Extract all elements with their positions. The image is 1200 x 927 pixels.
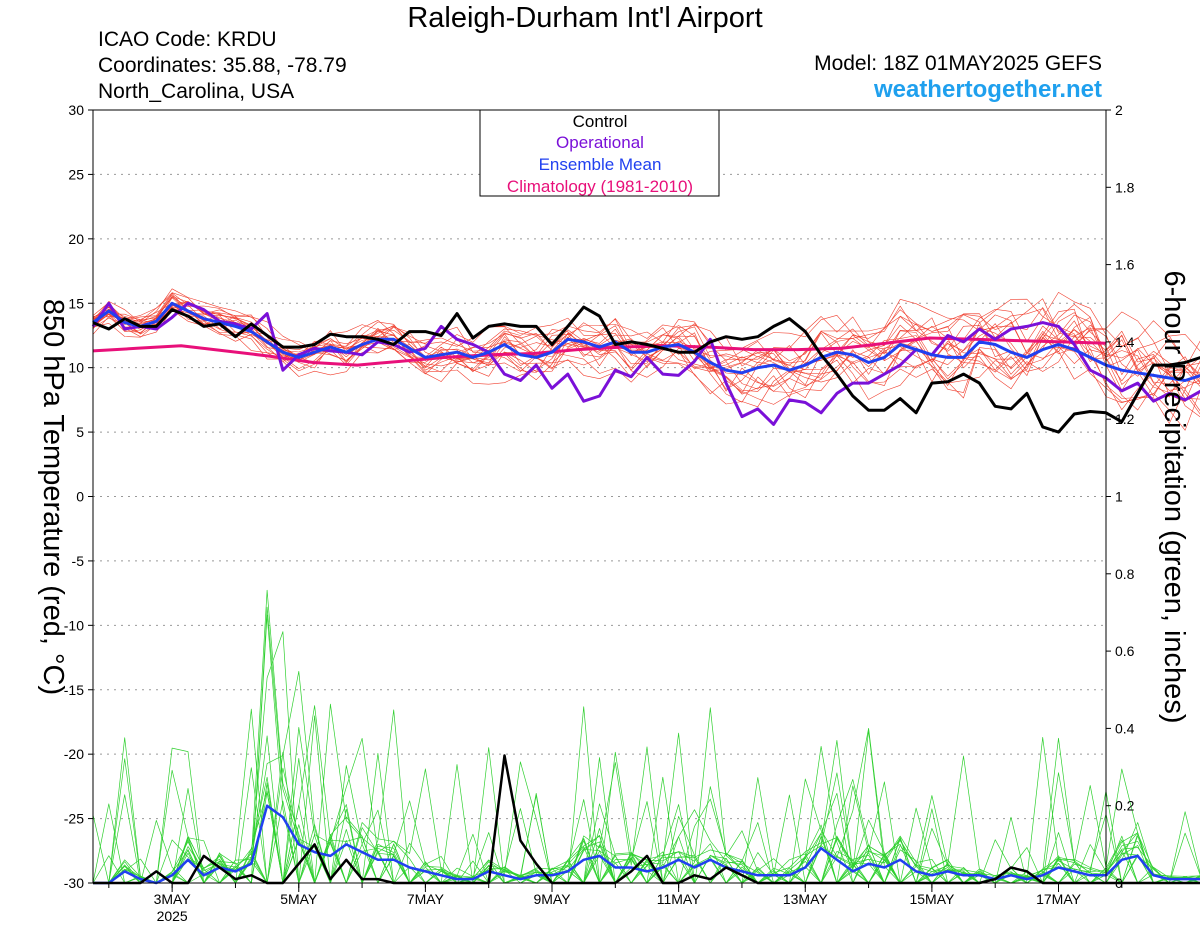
y2-tick-label: 1.8	[1115, 179, 1135, 195]
temp-member-line	[92, 298, 1200, 400]
precip-member-line	[93, 715, 1200, 884]
y-axis-label: 850 hPa Temperature (red, °C)	[37, 299, 69, 695]
precip-member-line	[92, 727, 1200, 884]
precip-ensemble-mean-line	[93, 804, 1200, 885]
temp-operational-line	[91, 301, 1200, 426]
y2-tick-label: 1.4	[1115, 334, 1135, 350]
y2-tick-label: 0.2	[1115, 798, 1135, 814]
y-tick-label: 10	[68, 360, 84, 376]
y2-tick-label: 1.6	[1115, 257, 1135, 273]
region: North_Carolina, USA	[98, 80, 295, 103]
precip-member-line	[93, 606, 1200, 884]
y-tick-label: 0	[76, 489, 84, 505]
x-tick-label: 17MAY	[1036, 891, 1082, 907]
axes: 302520151050-5-10-15-20-25-3021.81.61.41…	[64, 102, 1135, 924]
y2-tick-label: 1.2	[1115, 411, 1135, 427]
legend-operational: Operational	[556, 133, 644, 152]
y-tick-label: -30	[64, 875, 84, 891]
y2-axis-label: 6-hour Precipitation (green, inches)	[1158, 271, 1190, 724]
brand-link[interactable]: weathertogether.net	[873, 76, 1102, 103]
climatology-line	[92, 336, 1107, 367]
legend-climatology: Climatology (1981-2010)	[507, 177, 693, 196]
grid-lines	[93, 173, 1106, 820]
temp-member-line	[92, 288, 1200, 390]
temp-member-line	[92, 292, 1200, 400]
x-tick-label: 5MAY	[280, 891, 318, 907]
x-tick-label: 13MAY	[783, 891, 829, 907]
y-tick-label: -10	[64, 617, 84, 633]
precip-member-line	[93, 670, 1200, 884]
icao-code: ICAO Code: KRDU	[98, 28, 277, 51]
y-tick-label: 20	[68, 231, 84, 247]
x-tick-label: 9MAY	[533, 891, 571, 907]
y-tick-label: 25	[68, 166, 84, 182]
y-tick-label: 5	[76, 424, 84, 440]
temp-control-line	[92, 305, 1200, 434]
y2-tick-label: 0.4	[1115, 720, 1135, 736]
y-tick-label: -15	[64, 682, 84, 698]
x-tick-label: 11MAY	[657, 891, 701, 907]
legend-ensemble-mean: Ensemble Mean	[539, 155, 662, 174]
model-run: Model: 18Z 01MAY2025 GEFS	[814, 52, 1102, 75]
y2-tick-label: 2	[1115, 102, 1123, 118]
legend: Control Operational Ensemble Mean Climat…	[479, 109, 720, 197]
y2-tick-label: 0	[1115, 875, 1123, 891]
x-year-label: 2025	[157, 908, 188, 924]
legend-control: Control	[573, 112, 628, 131]
y-tick-label: 15	[68, 295, 84, 311]
coordinates: Coordinates: 35.88, -78.79	[98, 54, 347, 77]
x-tick-label: 7MAY	[407, 891, 445, 907]
y-tick-label: -5	[72, 553, 85, 569]
legend-box	[479, 109, 720, 197]
temp-ensemble-mean-line	[92, 301, 1200, 382]
y2-tick-label: 0.8	[1115, 566, 1135, 582]
y-tick-label: -20	[64, 746, 84, 762]
y-tick-label: 30	[68, 102, 84, 118]
page-title: Raleigh-Durham Int'l Airport	[407, 2, 763, 34]
main-series	[91, 301, 1200, 885]
y2-tick-label: 0.6	[1115, 643, 1135, 659]
x-tick-label: 3MAY	[154, 891, 192, 907]
y2-tick-label: 1	[1115, 489, 1123, 505]
y-tick-label: -25	[64, 811, 84, 827]
x-tick-label: 15MAY	[909, 891, 955, 907]
temp-member-line	[92, 302, 1200, 397]
